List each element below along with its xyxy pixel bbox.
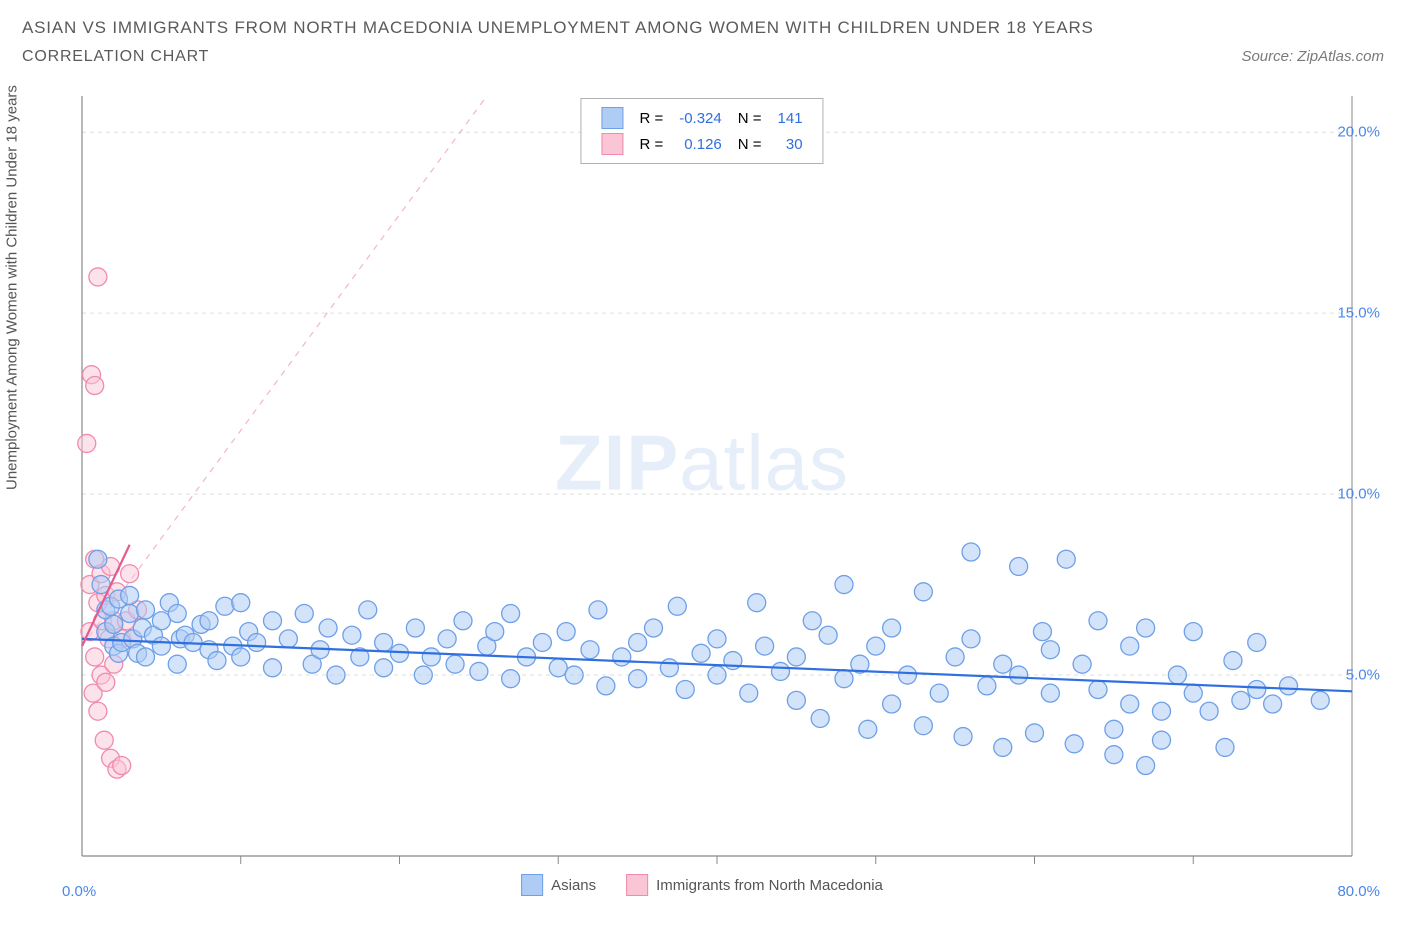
y-tick-label: 10.0% (1337, 486, 1380, 503)
legend-label-asians: Asians (551, 877, 596, 894)
chart-title-line2: CORRELATION CHART (22, 48, 209, 66)
x-axis-end: 80.0% (1337, 883, 1380, 900)
stats-swatch-asians (601, 107, 623, 129)
stats-n-label: N = (730, 105, 770, 131)
legend: Asians Immigrants from North Macedonia (521, 874, 883, 896)
stats-r-label: R = (631, 105, 671, 131)
stats-r-label-2: R = (631, 131, 671, 157)
stats-n-value-asians: 141 (770, 105, 811, 131)
scatter-chart (22, 90, 1382, 900)
chart-title-line1: ASIAN VS IMMIGRANTS FROM NORTH MACEDONIA… (22, 18, 1384, 38)
legend-label-macedonia: Immigrants from North Macedonia (656, 877, 883, 894)
source-label: Source: ZipAtlas.com (1241, 48, 1384, 65)
legend-swatch-asians (521, 874, 543, 896)
y-tick-label: 15.0% (1337, 305, 1380, 322)
y-tick-label: 5.0% (1346, 667, 1380, 684)
stats-n-label-2: N = (730, 131, 770, 157)
chart-area: Unemployment Among Women with Children U… (22, 90, 1382, 900)
chart-header: ASIAN VS IMMIGRANTS FROM NORTH MACEDONIA… (0, 0, 1406, 66)
legend-swatch-macedonia (626, 874, 648, 896)
y-axis-label: Unemployment Among Women with Children U… (4, 85, 21, 490)
stats-r-value-macedonia: 0.126 (671, 131, 730, 157)
stats-n-value-macedonia: 30 (770, 131, 811, 157)
stats-r-value-asians: -0.324 (671, 105, 730, 131)
x-axis-start: 0.0% (62, 883, 96, 900)
stats-box: R = -0.324 N = 141 R = 0.126 N = 30 (580, 98, 823, 164)
y-tick-label: 20.0% (1337, 124, 1380, 141)
stats-swatch-macedonia (601, 133, 623, 155)
